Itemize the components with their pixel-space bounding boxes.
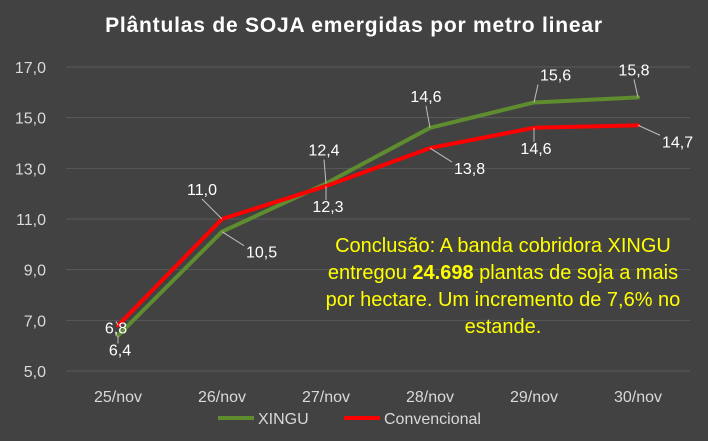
conclusion-text-start: Conclusão: A banda cobridora XINGU entre… xyxy=(327,235,671,284)
leader-line xyxy=(637,124,661,136)
data-label-xingu: 6,4 xyxy=(109,343,131,360)
y-tick-label: 17,0 xyxy=(15,60,46,77)
data-label-xingu: 15,6 xyxy=(540,67,571,84)
x-tick-label: 29/nov xyxy=(510,389,558,406)
chart-title: Plântulas de SOJA emergidas por metro li… xyxy=(105,14,603,37)
y-tick-label: 7,0 xyxy=(24,313,46,330)
data-label-convencional: 14,7 xyxy=(662,134,693,151)
x-tick-label: 27/nov xyxy=(302,389,350,406)
leader-line xyxy=(425,105,431,128)
series-line-xingu xyxy=(116,95,640,338)
leader-line xyxy=(429,147,453,163)
leader-line xyxy=(115,321,119,326)
x-tick-label: 30/nov xyxy=(614,389,662,406)
data-label-xingu: 12,4 xyxy=(308,143,339,160)
data-label-convencional: 11,0 xyxy=(187,182,217,199)
x-tick-label: 28/nov xyxy=(406,389,454,406)
y-tick-label: 5,0 xyxy=(24,364,46,381)
leader-line xyxy=(323,159,327,184)
legend-label: XINGU xyxy=(258,411,309,428)
data-label-convencional: 12,3 xyxy=(312,199,343,216)
legend-label: Convencional xyxy=(384,411,481,428)
data-label-xingu: 10,5 xyxy=(246,245,277,262)
x-tick-label: 25/nov xyxy=(94,389,142,406)
conclusion-text-end: plantas de soja a mais por hectare. Um i… xyxy=(325,262,681,338)
data-label-convencional: 13,8 xyxy=(454,161,485,178)
y-tick-label: 11,0 xyxy=(16,212,46,229)
data-label-convencional: 14,6 xyxy=(520,141,551,158)
leader-line xyxy=(533,84,539,103)
y-tick-label: 15,0 xyxy=(15,111,46,128)
leader-line xyxy=(221,231,245,247)
y-tick-label: 13,0 xyxy=(15,161,46,178)
series-line-convencional xyxy=(116,123,640,328)
data-label-xingu: 15,8 xyxy=(618,62,649,79)
y-tick-label: 9,0 xyxy=(24,263,46,280)
leader-line xyxy=(201,198,223,220)
conclusion-highlight: 24.698 xyxy=(412,262,474,284)
data-label-xingu: 14,6 xyxy=(410,89,441,106)
leader-line xyxy=(633,79,639,98)
conclusion-note: Conclusão: A banda cobridora XINGU entre… xyxy=(322,233,684,341)
data-label-convencional: 6,8 xyxy=(105,320,127,337)
x-tick-label: 26/nov xyxy=(198,389,246,406)
